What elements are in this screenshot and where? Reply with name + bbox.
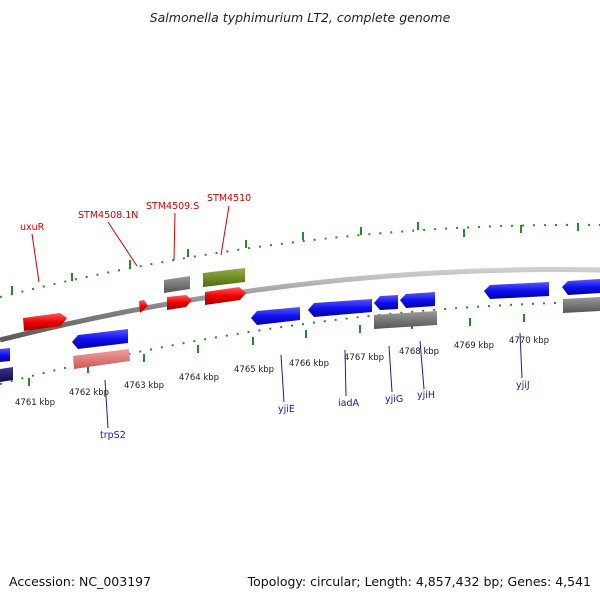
gene-left-navy[interactable] [0,367,13,382]
gene-right-blue[interactable] [562,279,600,295]
scale-label: 4770 kbp [509,336,549,346]
gene-stm4510-rna[interactable] [203,268,245,287]
scale-label: 4768 kbp [399,347,439,357]
gene-yjiH[interactable] [400,292,435,308]
scale-label: 4763 kbp [124,381,164,391]
gene-yjiE[interactable] [251,307,300,325]
gene-yjiG[interactable] [374,295,398,310]
gene-label-yjiE: yjiE [278,404,295,415]
gene-stm4509[interactable] [167,295,192,310]
gene-label-yjiJ: yjiJ [516,380,530,391]
gene-label-stm4510: STM4510 [207,193,251,204]
gene-yjiJ[interactable] [484,282,549,299]
gene-stm4508[interactable] [139,300,148,313]
scale-label: 4761 kbp [15,398,55,408]
genome-backbone [0,267,600,343]
scale-label: 4762 kbp [69,388,109,398]
gene-label-yjiG: yjiG [385,394,403,405]
gene-trpS2[interactable] [72,329,128,349]
topology-text: Topology: circular; Length: 4,857,432 bp… [247,574,591,589]
gene-right-gray[interactable] [563,297,600,313]
scale-label: 4766 kbp [289,359,329,369]
gene-stm4509-gray[interactable] [164,276,190,293]
forward-leaders [31,205,230,283]
scale-label: 4764 kbp [179,373,219,383]
accession-text: Accession: NC_003197 [9,574,152,589]
gene-iadA[interactable] [308,299,372,317]
gene-label-iadA: iadA [338,398,359,409]
gene-uxuR[interactable] [23,313,67,331]
gene-yjiGH-pseudo[interactable] [374,311,437,329]
gene-label-trpS2: trpS2 [100,430,126,441]
gene-label-stm4509: STM4509.S [146,201,199,212]
gene-label-yjiH: yjiH [417,390,435,401]
scale-label: 4767 kbp [344,353,384,363]
gene-label-stm4508: STM4508.1N [78,210,138,221]
gene-stm4510[interactable] [205,287,246,305]
scale-label: 4769 kbp [454,341,494,351]
gene-trpS2-pseudo[interactable] [73,349,130,369]
reverse-leaders [104,332,523,429]
gene-left-blue[interactable] [0,348,10,362]
reverse-major-ticks [28,314,525,386]
map-title: Salmonella typhimurium LT2, complete gen… [149,10,451,25]
forward-major-ticks [11,222,579,294]
scale-label: 4765 kbp [234,365,274,375]
gene-label-uxuR: uxuR [20,222,45,233]
